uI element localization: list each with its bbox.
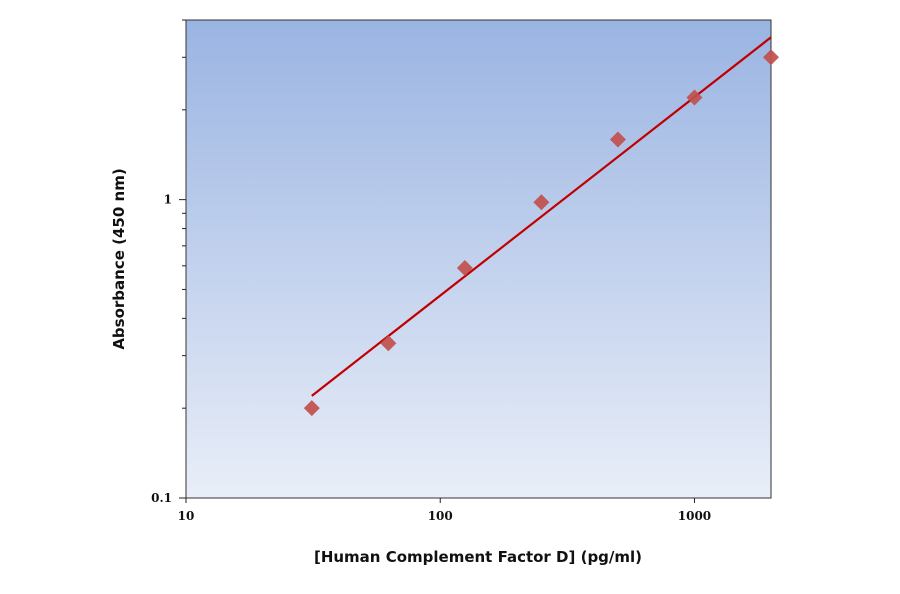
data-point: [609, 131, 626, 148]
x-tick-label: 100: [428, 509, 453, 523]
data-point: [533, 194, 550, 211]
data-point: [763, 49, 779, 66]
plot-area: [185, 19, 772, 499]
data-point: [380, 335, 397, 352]
y-axis-label: Absorbance (450 nm): [110, 168, 128, 349]
x-tick-label: 10: [178, 509, 195, 523]
x-axis-label: [Human Complement Factor D] (pg/ml): [314, 548, 642, 566]
data-point: [303, 400, 320, 417]
y-tick-label: 1: [164, 193, 172, 207]
y-tick-label: 0.1: [151, 491, 172, 505]
data-point: [686, 89, 703, 106]
data-point: [456, 260, 473, 277]
x-tick-label: 1000: [678, 509, 711, 523]
